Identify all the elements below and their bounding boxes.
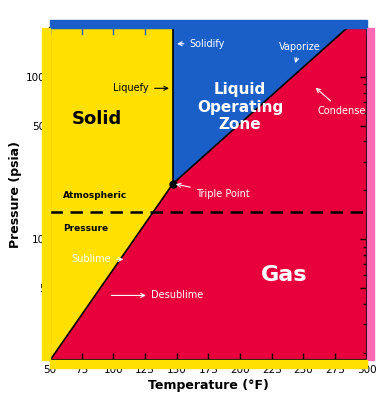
Text: Pressure: Pressure [63, 224, 108, 233]
Text: Triple Point: Triple Point [177, 183, 249, 199]
X-axis label: Temperature (°F): Temperature (°F) [148, 379, 269, 392]
Text: Condense: Condense [317, 88, 366, 116]
Text: Liquid
Operating
Zone: Liquid Operating Zone [197, 82, 283, 132]
Text: Gas: Gas [261, 265, 308, 285]
Text: Vaporize: Vaporize [279, 42, 320, 62]
Polygon shape [50, 28, 173, 360]
Text: Solidify: Solidify [178, 39, 225, 49]
Y-axis label: Pressure (psia): Pressure (psia) [8, 140, 22, 248]
Text: Solid: Solid [72, 110, 122, 128]
Text: Liquefy: Liquefy [113, 83, 168, 93]
Text: Desublime: Desublime [111, 290, 204, 300]
Text: Atmospheric: Atmospheric [63, 191, 127, 200]
Text: Sublime: Sublime [72, 254, 122, 264]
Polygon shape [173, 28, 347, 184]
